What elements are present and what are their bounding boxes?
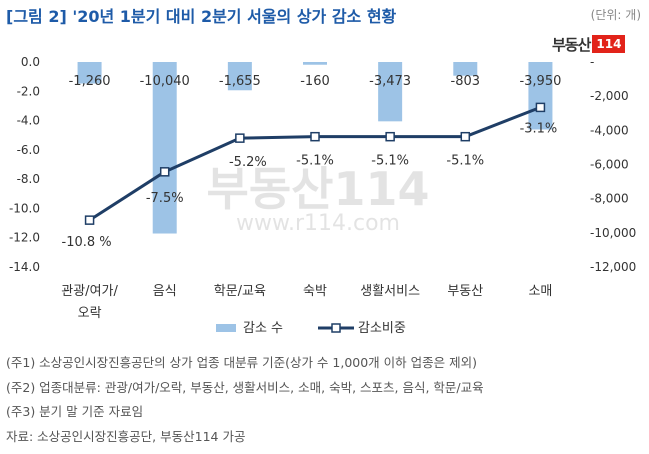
left-tick-label: 0.0: [21, 55, 40, 69]
left-tick-label: -2.0: [17, 84, 40, 98]
line-point: [385, 131, 395, 142]
left-tick-label: -12.0: [9, 231, 40, 245]
line-point: [159, 167, 170, 177]
x-tick-label: 숙박: [303, 284, 327, 299]
footnotes: (주1) 소상공인시장진흥공단의 상가 업종 대분류 기준(상가 수 1,000…: [6, 351, 484, 449]
legend-swatch-marker: [331, 323, 341, 333]
left-tick-label: -4.0: [17, 114, 40, 128]
footnote: (주3) 분기 말 기준 자료임: [6, 404, 144, 419]
line-point: [535, 102, 546, 113]
x-tick-label: 부동산: [447, 284, 483, 299]
watermark: 부동산114 www.r114.com: [207, 162, 430, 236]
left-tick-label: -14.0: [9, 260, 40, 274]
line-value-label: -7.5%: [146, 191, 184, 206]
right-tick-label: -4,000: [590, 123, 629, 137]
bar: [378, 62, 403, 122]
right-tick-label: -8,000: [590, 192, 629, 206]
legend-label: 감소비중: [358, 321, 406, 336]
line-value-label: -10.8 %: [62, 235, 112, 250]
bar: [453, 62, 478, 76]
line-value-label: -5.2%: [229, 155, 267, 170]
line-point: [84, 215, 95, 225]
x-tick-label: 음식: [153, 284, 177, 299]
bar-value-label: -1,260: [69, 74, 111, 89]
bar: [528, 62, 553, 130]
left-tick-label: -10.0: [9, 201, 40, 215]
watermark-url: www.r114.com: [236, 211, 400, 236]
right-tick-label: -12,000: [590, 260, 636, 274]
line-value-label: -3.1%: [520, 121, 558, 136]
footnote: (주1) 소상공인시장진흥공단의 상가 업종 대분류 기준(상가 수 1,000…: [6, 355, 477, 370]
right-tick-label: -: [590, 55, 594, 69]
bar-value-label: -3,473: [369, 74, 411, 89]
bar-value-label: -803: [451, 74, 481, 89]
logo-badge: 114: [592, 35, 626, 53]
brand-logo: 부동산 114: [552, 34, 626, 54]
left-tick-label: -6.0: [17, 143, 40, 157]
line-point: [310, 131, 320, 142]
right-tick-label: -2,000: [590, 89, 629, 103]
right-tick-label: -6,000: [590, 158, 629, 172]
footnote: 자료: 소상공인시장진흥공단, 부동산114 가공: [6, 428, 246, 444]
x-tick-label: 관광/여가/오락: [61, 284, 118, 321]
bar-value-label: -10,040: [140, 74, 190, 89]
logo-text: 부동산: [552, 35, 591, 54]
bar: [77, 62, 102, 84]
bar-value-label: -160: [300, 74, 330, 89]
line-point: [460, 131, 471, 142]
chart: 부동산114 www.r114.com -14.0 -12.0 -10.0 -8.0 -…: [9, 55, 636, 336]
chart-title: [그림 2] '20년 1분기 대비 2분기 서울의 상가 감소 현황: [6, 7, 397, 26]
bar-value-label: -1,655: [219, 74, 261, 89]
x-tick-label: 소매: [528, 284, 552, 299]
line-value-label: -5.1%: [296, 154, 334, 169]
legend-swatch-bar: [216, 324, 236, 332]
line-value-label: -5.1%: [371, 154, 409, 169]
x-tick-label: 생활서비스: [360, 284, 420, 299]
watermark-brand: 부동산114: [207, 162, 430, 216]
x-tick-label: 학문/교육: [214, 284, 266, 299]
bar: [152, 62, 177, 234]
bar: [227, 62, 252, 91]
legend-label: 감소 수: [243, 321, 283, 336]
unit-label: (단위: 개): [590, 8, 641, 22]
right-tick-label: -10,000: [590, 226, 636, 240]
bar-value-label: -3,950: [519, 74, 561, 89]
line-value-label: -5.1%: [446, 154, 484, 169]
footnote: (주2) 업종대분류: 관광/여가/오락, 부동산, 생활서비스, 소매, 숙박…: [6, 379, 484, 395]
left-tick-label: -8.0: [17, 172, 40, 186]
line-point: [235, 133, 245, 143]
bar: [303, 62, 327, 65]
